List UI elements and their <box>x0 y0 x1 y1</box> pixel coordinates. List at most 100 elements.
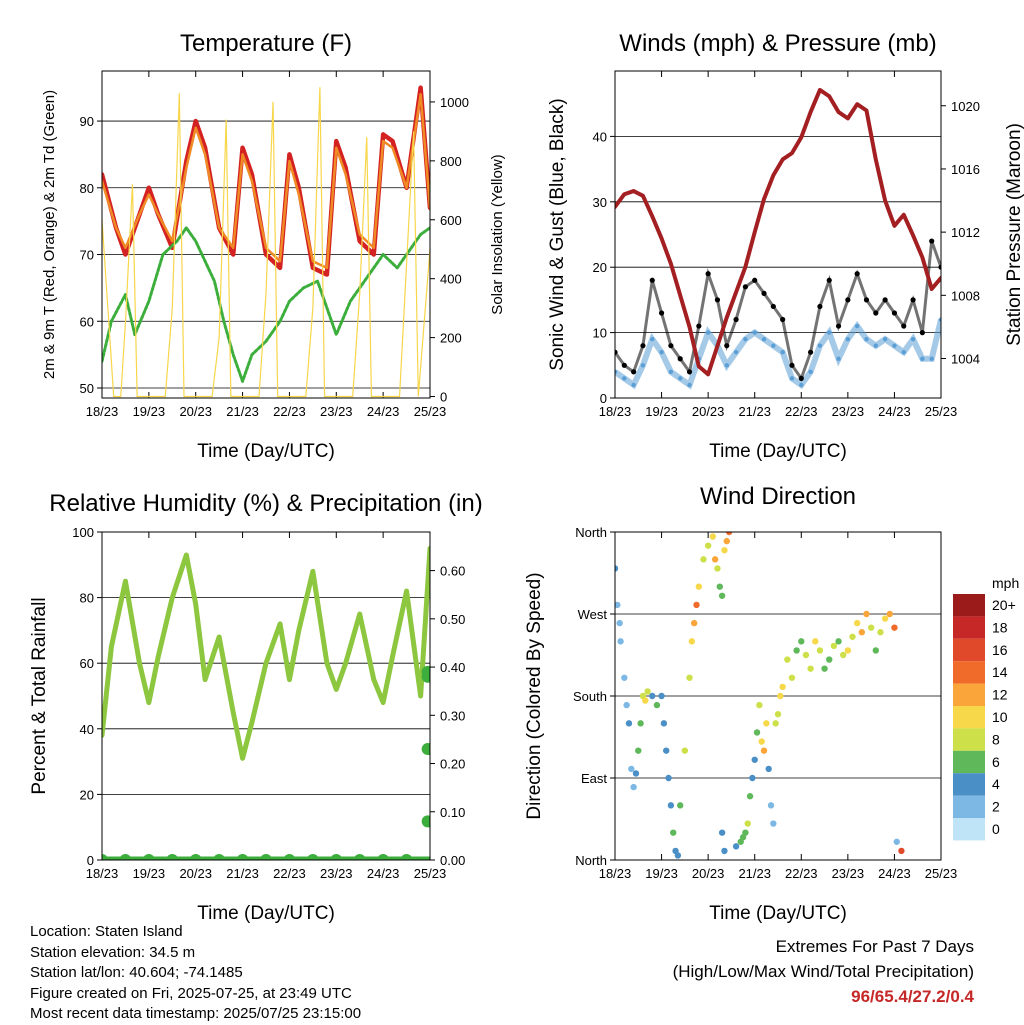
extremes-values: 96/65.4/27.2/0.4 <box>851 987 974 1006</box>
direction-point <box>886 610 893 618</box>
td2m-line <box>102 226 430 383</box>
x-axis-label: Time (Day/UTC) <box>197 441 335 462</box>
direction-point <box>681 747 689 754</box>
direction-point <box>788 674 796 681</box>
direction-point <box>853 619 861 627</box>
x-tick-label: 24/23 <box>878 866 911 881</box>
direction-point <box>686 674 693 681</box>
direction-point <box>872 647 879 654</box>
direction-point <box>617 638 624 645</box>
direction-point <box>677 802 684 809</box>
x-tick-label: 20/23 <box>692 866 725 881</box>
y2-tick-label: 0.00 <box>440 853 465 868</box>
direction-point <box>723 537 730 545</box>
direction-point <box>826 656 833 663</box>
y-tick-label: 40 <box>80 722 94 737</box>
x-tick-label: 19/23 <box>133 866 166 881</box>
extremes-title: Extremes For Past 7 Days <box>775 937 974 956</box>
y-tick-label: 20 <box>80 787 94 802</box>
extremes-box: Extremes For Past 7 Days (High/Low/Max W… <box>673 934 974 1009</box>
x-tick-label: 23/23 <box>320 404 353 419</box>
y2-tick-label: 0 <box>440 390 447 405</box>
direction-point <box>898 847 905 855</box>
direction-point <box>765 765 772 773</box>
y-tick-label: 10 <box>593 326 607 341</box>
x-tick-label: 23/23 <box>832 404 865 419</box>
direction-point <box>746 793 754 800</box>
y-tick-label: 50 <box>80 381 94 396</box>
y-tick-label: 70 <box>80 248 94 263</box>
precip-point <box>421 815 430 828</box>
y-tick-label: 40 <box>593 129 607 144</box>
y2-tick-label: 0.20 <box>440 757 465 772</box>
direction-point <box>616 619 623 627</box>
y-tick-label: 0 <box>600 391 607 406</box>
direction-point <box>802 651 810 659</box>
direction-point <box>721 547 728 554</box>
direction-point <box>637 720 644 727</box>
x-tick-label: 25/23 <box>925 866 958 881</box>
x-tick-label: 22/23 <box>273 866 306 881</box>
y-axis-label: Percent & Total Rainfall <box>29 597 50 794</box>
direction-point <box>793 647 800 654</box>
pressure-line <box>615 87 941 377</box>
direction-point <box>628 765 635 773</box>
y2-tick-label: 200 <box>440 331 462 346</box>
direction-point <box>821 665 828 672</box>
y-tick-label: 90 <box>80 114 94 129</box>
x-tick-label: 18/23 <box>599 404 632 419</box>
direction-point <box>642 697 649 704</box>
y-axis-label: Direction (Colored By Speed) <box>524 572 545 819</box>
y-tick-label: 100 <box>72 525 94 540</box>
legend-label: 4 <box>992 776 1000 792</box>
station-elevation: Station elevation: 34.5 m <box>30 943 196 961</box>
plot-area <box>615 532 905 859</box>
x-tick-label: 25/23 <box>925 404 958 419</box>
y-tick-label: East <box>581 771 607 786</box>
y2-tick-label: 0.10 <box>440 805 465 820</box>
y2-tick-label: 0.40 <box>440 660 465 675</box>
direction-point <box>767 802 775 809</box>
direction-point <box>849 633 856 640</box>
gust-band <box>615 240 941 382</box>
wind-band <box>615 318 941 390</box>
y-tick-label: 60 <box>80 314 94 329</box>
legend-label: 12 <box>992 687 1008 703</box>
y-tick-label: West <box>578 607 608 622</box>
y2-tick-label: 400 <box>440 272 462 287</box>
direction-point <box>744 820 751 827</box>
y2-tick-label: 1016 <box>951 162 980 177</box>
solar-line <box>102 87 430 398</box>
x-axis-label: Time (Day/UTC) <box>709 441 847 462</box>
direction-point <box>674 852 682 859</box>
direction-point <box>653 701 661 709</box>
legend-swatch <box>953 795 985 818</box>
legend-label: 0 <box>992 821 1000 837</box>
direction-point <box>798 638 805 645</box>
y2-tick-label: 1004 <box>951 352 980 367</box>
direction-point <box>725 532 733 536</box>
x-tick-label: 21/23 <box>226 866 259 881</box>
direction-point <box>695 583 703 590</box>
y-tick-label: North <box>575 525 607 540</box>
direction-point <box>670 829 677 836</box>
y-tick-label: 80 <box>80 181 94 196</box>
direction-point <box>784 656 791 663</box>
direction-point <box>760 747 768 754</box>
direction-point <box>625 720 633 727</box>
legend-swatch <box>953 594 985 617</box>
plot-frame <box>101 70 431 399</box>
y-tick-label: North <box>575 853 607 868</box>
direction-point <box>623 701 630 709</box>
direction-point <box>758 738 765 745</box>
y-tick-label: 20 <box>593 260 607 275</box>
legend-swatch <box>953 706 985 729</box>
x-axis-label: Time (Day/UTC) <box>197 903 335 924</box>
legend-swatch <box>953 661 985 684</box>
direction-point <box>893 838 900 845</box>
y2-tick-label: 600 <box>440 213 462 228</box>
direction-point <box>667 802 675 809</box>
x-tick-label: 19/23 <box>133 404 166 419</box>
